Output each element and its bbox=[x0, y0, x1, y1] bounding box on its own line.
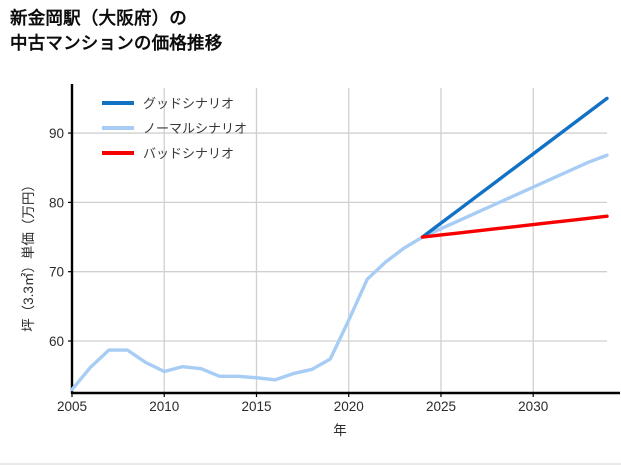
legend-label: バッドシナリオ bbox=[143, 146, 234, 161]
y-tick-label: 70 bbox=[49, 265, 64, 280]
title-line-1: 新金岡駅（大阪府）の bbox=[10, 8, 187, 28]
title-line-2: 中古マンションの価格推移 bbox=[10, 32, 223, 53]
legend-label: ノーマルシナリオ bbox=[143, 121, 247, 136]
page-title: 新金岡駅（大阪府）の 中古マンションの価格推移 bbox=[10, 6, 450, 56]
x-tick-label: 2010 bbox=[149, 399, 179, 414]
series-line bbox=[420, 96, 609, 239]
series-line bbox=[70, 153, 609, 392]
bottom-divider bbox=[0, 463, 621, 465]
gridlines-group bbox=[72, 88, 607, 393]
y-tick-label: 90 bbox=[49, 126, 64, 141]
x-tick-label: 2025 bbox=[426, 399, 456, 414]
series-line bbox=[420, 214, 609, 239]
x-axis-title: 年 bbox=[333, 423, 347, 438]
y-tick-label: 80 bbox=[49, 195, 64, 210]
y-tick-label: 60 bbox=[49, 334, 64, 349]
x-tick-labels-group: 2005 2010 2015 2020 2025 2030 bbox=[57, 399, 548, 414]
data-series-group bbox=[70, 96, 609, 392]
y-axis-title: 坪（3.3㎡）単価（万円） bbox=[21, 178, 36, 332]
legend-label: グッドシナリオ bbox=[143, 96, 234, 111]
axis-lines-group bbox=[68, 84, 620, 397]
x-tick-label: 2015 bbox=[241, 399, 271, 414]
x-tick-label: 2030 bbox=[518, 399, 548, 414]
x-tick-label: 2005 bbox=[57, 399, 87, 414]
x-tick-label: 2020 bbox=[334, 399, 364, 414]
y-tick-labels-group: 60 70 80 90 bbox=[49, 126, 64, 349]
